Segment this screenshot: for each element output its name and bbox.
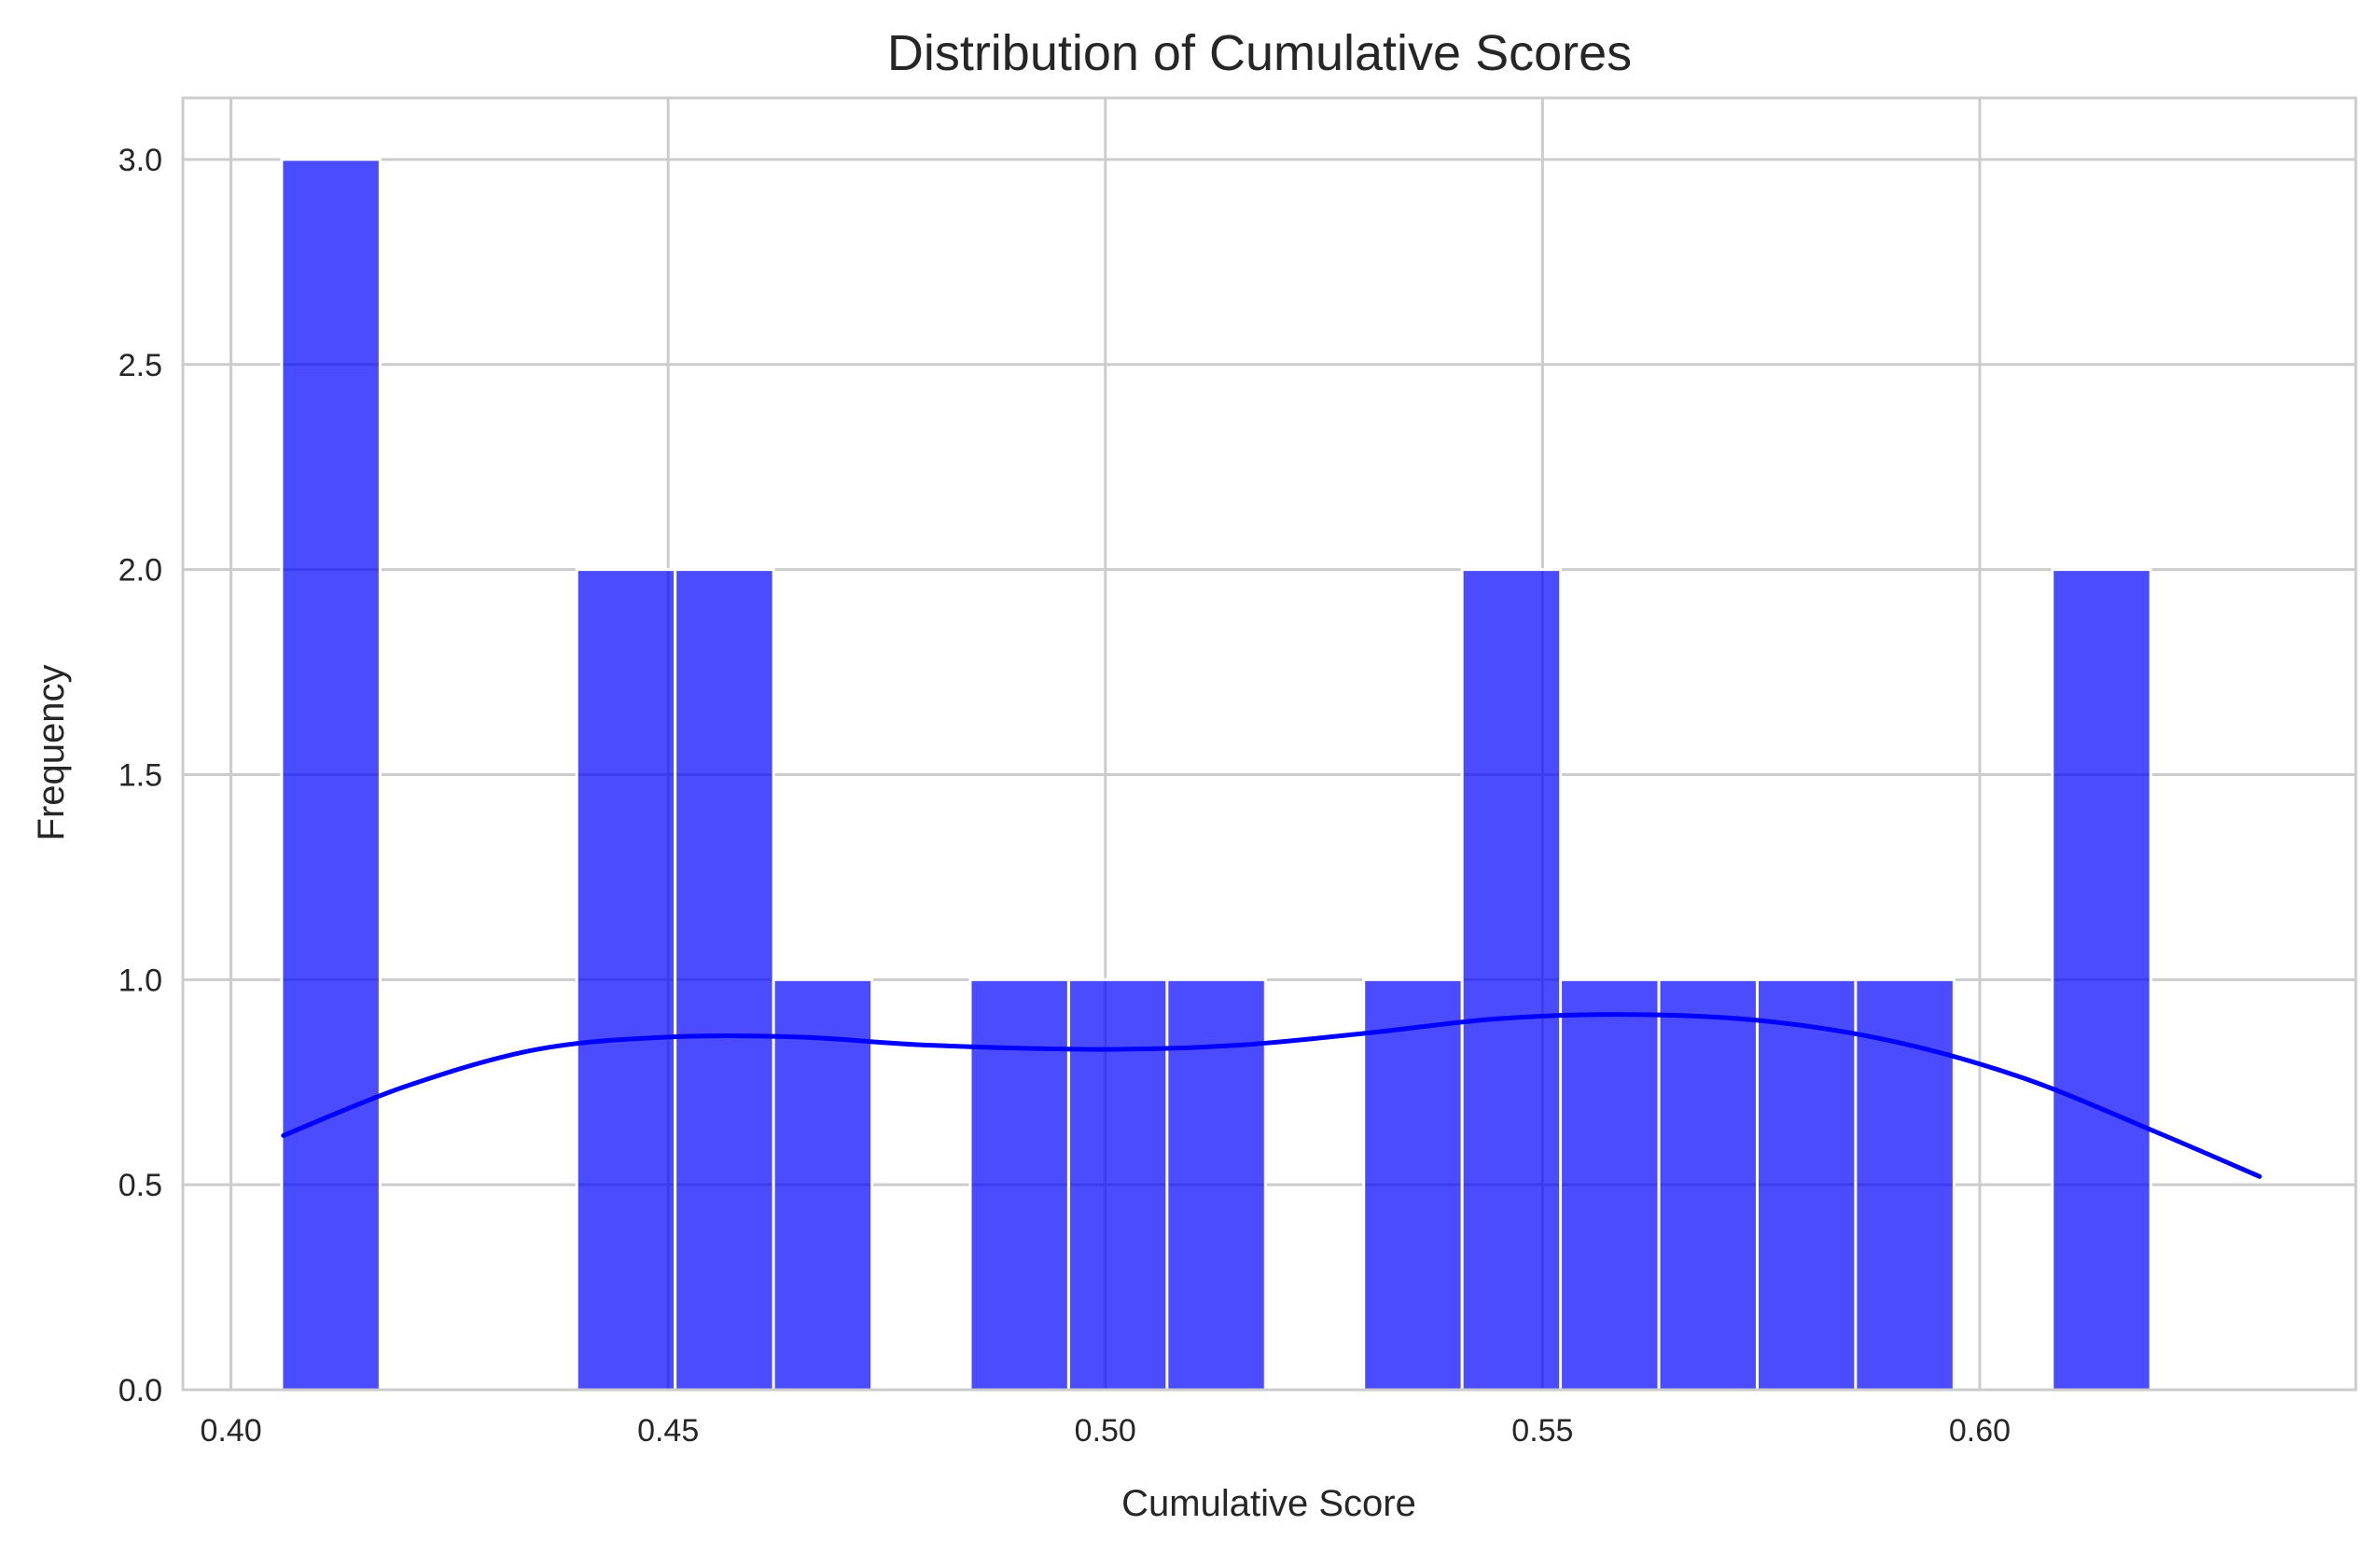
- x-tick-label: 0.45: [637, 1413, 699, 1449]
- histogram-bar: [1559, 978, 1661, 1392]
- histogram-bar: [1066, 978, 1169, 1392]
- y-tick-label: 0.0: [118, 1373, 162, 1408]
- x-tick-label: 0.55: [1511, 1413, 1573, 1449]
- plot-frame: [181, 96, 2358, 1392]
- x-axis-label: Cumulative Score: [1121, 1483, 1416, 1524]
- y-tick-label: 2.0: [118, 553, 162, 589]
- histogram-bar: [1657, 978, 1759, 1392]
- kde-curve-group: [281, 1012, 2262, 1179]
- histogram-bar: [674, 568, 775, 1392]
- histogram-bar: [1460, 568, 1563, 1392]
- x-axis-ticks: 0.40 0.45 0.50 0.55 0.60: [200, 1413, 2011, 1449]
- histogram-bar: [2051, 568, 2152, 1392]
- y-tick-label: 1.5: [118, 757, 162, 793]
- chart-title: Distribution of Cumulative Scores: [887, 25, 1632, 81]
- x-tick-label: 0.60: [1949, 1413, 2011, 1449]
- histogram-bar: [1362, 978, 1464, 1392]
- histogram-bar: [772, 978, 874, 1392]
- grid-lines: [183, 98, 2356, 1392]
- y-tick-label: 1.0: [118, 963, 162, 998]
- x-tick-label: 0.50: [1075, 1413, 1136, 1449]
- kde-line: [281, 1012, 2262, 1179]
- y-tick-label: 2.5: [118, 348, 162, 383]
- x-tick-label: 0.40: [200, 1413, 261, 1449]
- histogram-bar: [1755, 978, 1858, 1392]
- histogram-bar: [280, 158, 382, 1392]
- histogram-bar: [968, 978, 1070, 1392]
- histogram-bar: [1854, 978, 1955, 1392]
- histogram-bar: [1165, 978, 1267, 1392]
- y-axis-label: Frequency: [31, 665, 72, 841]
- histogram-bar: [575, 568, 677, 1392]
- y-tick-label: 3.0: [118, 143, 162, 178]
- y-axis-ticks: 0.0 0.5 1.0 1.5 2.0 2.5 3.0: [118, 143, 162, 1408]
- y-tick-label: 0.5: [118, 1168, 162, 1203]
